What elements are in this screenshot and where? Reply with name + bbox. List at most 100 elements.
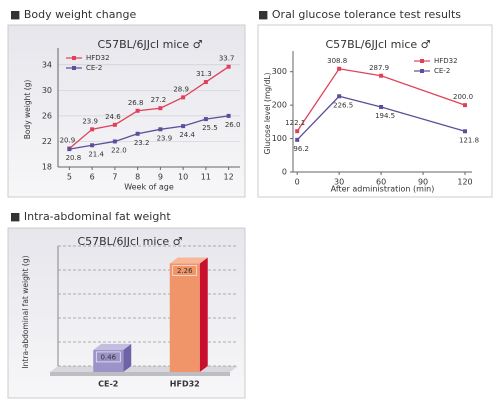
bar-side xyxy=(123,343,132,372)
data-label: 26.0 xyxy=(225,121,241,129)
section-heading: ■ Intra-abdominal fat weight xyxy=(10,210,171,223)
panel xyxy=(257,24,493,198)
y-tick-label: 300 xyxy=(272,67,287,76)
x-axis-label: After administration (min) xyxy=(331,185,435,194)
x-tick-label: 11 xyxy=(201,173,211,182)
x-tick-label: 10 xyxy=(178,173,188,182)
legend-label: CE-2 xyxy=(86,64,102,72)
marker xyxy=(158,106,163,111)
data-label: 21.4 xyxy=(88,150,104,158)
y-tick-label: 200 xyxy=(272,101,287,110)
x-tick-label: 8 xyxy=(135,173,140,182)
marker xyxy=(112,139,117,144)
data-label: 25.5 xyxy=(202,124,218,132)
data-label: 33.7 xyxy=(219,55,235,63)
legend-marker xyxy=(72,66,76,70)
x-tick-label: 60 xyxy=(376,178,386,187)
x-tick-label: 90 xyxy=(418,178,428,187)
y-tick-label: 30 xyxy=(42,86,52,95)
chart-title: C57BL/6JJcl mice ♂ xyxy=(97,38,202,51)
marker xyxy=(67,147,72,152)
data-label: 96.2 xyxy=(293,145,309,153)
section-heading: ■ Body weight change xyxy=(10,8,136,21)
data-label: 22.0 xyxy=(111,146,127,154)
y-axis-label: Glucose level (mg/dL) xyxy=(263,72,272,154)
data-label: 23.2 xyxy=(134,139,150,147)
marker xyxy=(135,131,140,136)
legend-label: CE-2 xyxy=(434,67,450,75)
data-label: 308.8 xyxy=(327,57,347,65)
series-line xyxy=(69,115,229,150)
legend-marker xyxy=(420,69,424,73)
x-tick-label: 30 xyxy=(334,178,344,187)
chart-title: C57BL/6JJcl mice ♂ xyxy=(325,38,430,51)
marker xyxy=(463,129,468,134)
marker xyxy=(226,64,231,69)
marker xyxy=(181,124,186,129)
bar xyxy=(93,349,124,372)
data-label: 26.8 xyxy=(128,99,144,107)
data-label: 287.9 xyxy=(369,64,389,72)
bar-side xyxy=(199,257,208,372)
y-tick-label: 26 xyxy=(42,111,52,120)
data-label: 24.6 xyxy=(105,113,121,121)
marker xyxy=(158,127,163,132)
x-tick-label: 6 xyxy=(90,173,95,182)
legend-marker xyxy=(420,59,424,63)
marker xyxy=(135,108,140,113)
y-tick-label: 100 xyxy=(272,134,287,143)
data-label: 226.5 xyxy=(333,101,353,109)
marker xyxy=(90,127,95,132)
x-tick-label: 120 xyxy=(457,178,472,187)
legend-label: HFD32 xyxy=(434,57,458,65)
marker xyxy=(203,80,208,85)
marker xyxy=(379,104,384,109)
x-tick-label: HFD32 xyxy=(170,380,200,389)
data-label: 24.4 xyxy=(179,131,195,139)
legend-label: HFD32 xyxy=(86,54,110,62)
bar xyxy=(169,263,200,372)
data-label: 200.0 xyxy=(453,93,473,101)
x-tick-label: 0 xyxy=(295,178,300,187)
data-label: 121.8 xyxy=(459,136,479,144)
y-tick-label: 34 xyxy=(42,60,52,69)
marker xyxy=(463,103,468,108)
y-tick-label: 0 xyxy=(282,168,287,177)
chart-title: C57BL/6JJcl mice ♂ xyxy=(77,235,182,248)
legend-marker xyxy=(72,56,76,60)
series-line xyxy=(68,66,229,149)
y-axis-label: Intra-abdominal fat weight (g) xyxy=(21,255,30,368)
marker xyxy=(90,143,95,148)
x-tick-label: CE-2 xyxy=(98,380,118,389)
data-label: 23.9 xyxy=(157,134,173,142)
data-label: 23.9 xyxy=(82,117,98,125)
x-tick-label: 12 xyxy=(224,173,234,182)
data-label: 2.26 xyxy=(177,267,193,275)
marker xyxy=(226,113,231,118)
section-heading: ■ Oral glucose tolerance test results xyxy=(258,8,461,21)
value-box xyxy=(172,265,198,276)
data-label: 194.5 xyxy=(375,112,395,120)
x-tick-label: 5 xyxy=(67,173,72,182)
marker xyxy=(181,95,186,100)
series-line xyxy=(296,68,466,132)
data-label: 122.1 xyxy=(285,119,305,127)
data-label: 20.9 xyxy=(60,136,76,144)
marker xyxy=(112,122,117,127)
y-tick-label: 18 xyxy=(42,163,52,172)
marker xyxy=(295,129,300,134)
data-label: 28.9 xyxy=(173,85,189,93)
bar-top xyxy=(93,343,132,350)
data-label: 31.3 xyxy=(196,70,212,78)
marker xyxy=(295,137,300,142)
marker xyxy=(337,66,342,71)
marker xyxy=(379,73,384,78)
y-axis-label: Body weight (g) xyxy=(23,80,32,140)
x-tick-label: 7 xyxy=(112,173,117,182)
marker xyxy=(203,117,208,122)
data-label: 27.2 xyxy=(151,96,167,104)
bar-top xyxy=(169,257,208,264)
data-label: 0.46 xyxy=(100,353,116,361)
marker xyxy=(337,94,342,99)
